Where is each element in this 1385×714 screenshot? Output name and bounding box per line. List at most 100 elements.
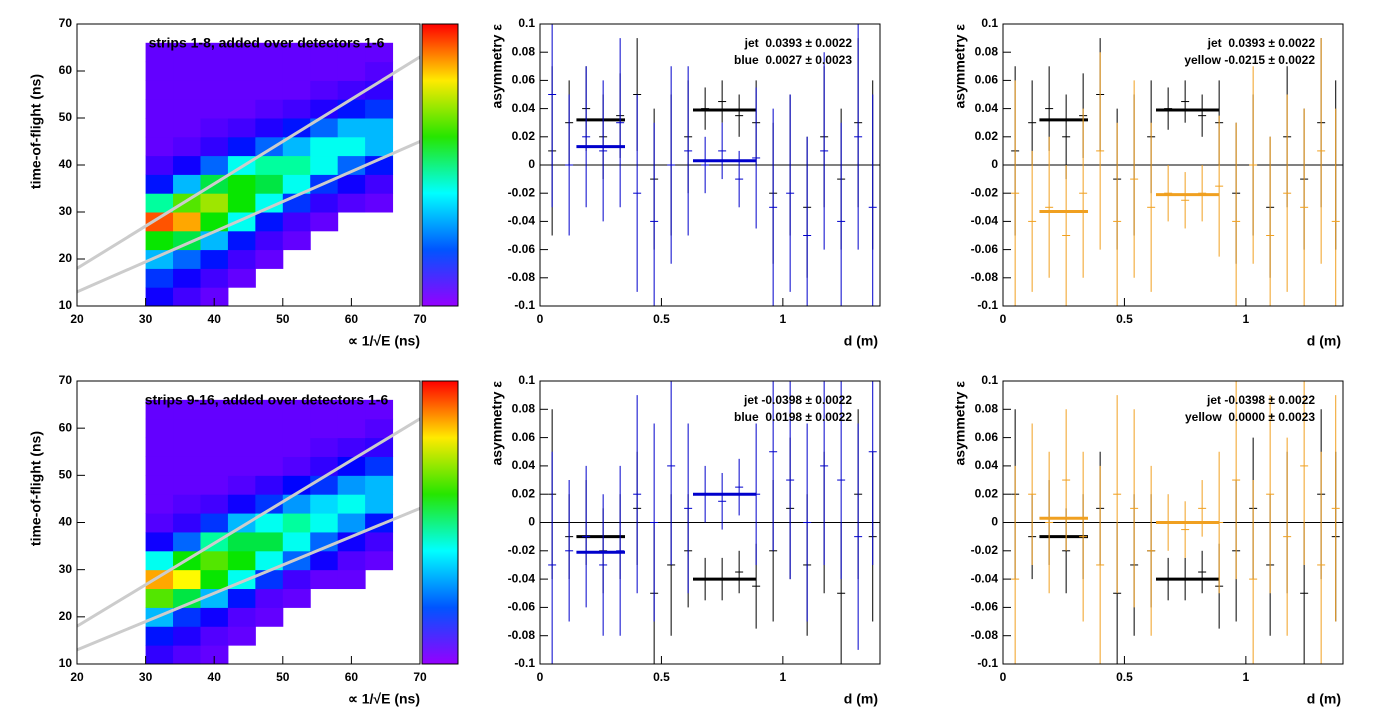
y-tick-label: -0.06: [508, 242, 536, 256]
heatmap-cell: [255, 99, 284, 119]
y-tick-label: 20: [59, 609, 73, 623]
cut-line: [77, 55, 420, 270]
heatmap-cell: [255, 212, 284, 232]
fit-annotation: yellow -0.0215 ± 0.0022: [1184, 53, 1315, 67]
heatmap-cell: [200, 418, 229, 439]
heatmap-cell: [365, 155, 394, 175]
panel-title: strips 9-16, added over detectors 1-6: [145, 392, 389, 408]
y-tick-label: 0: [528, 515, 535, 529]
y-tick-label: -0.06: [971, 600, 999, 614]
heatmap-cell: [227, 174, 256, 194]
y-tick-label: 40: [59, 515, 73, 529]
heatmap-cell: [227, 80, 256, 100]
heatmap-cell: [145, 550, 174, 571]
y-tick-label: 0.02: [512, 129, 536, 143]
heatmap-cell: [255, 61, 284, 81]
y-tick-label: 0.1: [981, 16, 998, 30]
colorbar: [421, 23, 459, 307]
y-tick-label: 60: [59, 420, 73, 434]
y-tick-label: 10: [59, 298, 73, 312]
heatmap-cell: [145, 99, 174, 119]
heatmap-cell: [173, 475, 201, 495]
heatmap-cell: [227, 607, 256, 627]
heatmap-cell: [173, 268, 201, 288]
y-tick-label: -0.02: [508, 185, 536, 199]
heatmap-cell: [255, 136, 284, 157]
cut-line: [77, 417, 420, 628]
heatmap-cell: [200, 287, 229, 306]
heatmap-cell: [337, 494, 366, 514]
y-tick-label: 0.06: [975, 430, 999, 444]
heatmap-cell: [310, 118, 339, 138]
y-tick-label: 70: [59, 16, 73, 30]
y-tick-label: -0.04: [508, 214, 536, 228]
heatmap-cell: [145, 513, 174, 533]
heatmap-cell: [255, 475, 284, 495]
heatmap-cell: [282, 99, 311, 119]
heatmap-cell: [365, 456, 394, 476]
y-tick-label: 70: [59, 373, 73, 387]
y-axis-label: asymmetry ε: [952, 24, 968, 109]
heatmap-cell: [310, 99, 339, 119]
y-tick-label: -0.08: [971, 270, 999, 284]
heatmap-cell: [200, 193, 229, 213]
heatmap-cell: [200, 212, 229, 232]
heatmap-cell: [200, 118, 229, 138]
x-tick-label: 1: [780, 670, 787, 684]
y-tick-label: -0.04: [971, 571, 999, 585]
heatmap-cell: [173, 249, 201, 269]
heatmap-cell: [282, 531, 311, 552]
heatmap-cell: [255, 588, 284, 608]
heatmap-cell: [282, 118, 311, 138]
y-tick-label: -0.08: [508, 628, 536, 642]
heatmap-cell: [337, 418, 366, 439]
y-tick-label: 0.06: [975, 73, 999, 87]
heatmap-cell: [145, 230, 174, 251]
y-tick-label: -0.1: [514, 298, 535, 312]
heatmap-cell: [255, 607, 284, 627]
y-tick-label: -0.1: [514, 656, 535, 670]
heatmap-cell: [282, 61, 311, 81]
heatmap-cell: [173, 626, 201, 646]
y-tick-label: -0.04: [508, 571, 536, 585]
heatmap-cell: [337, 399, 366, 420]
heatmap-cell: [200, 437, 229, 457]
heatmap-cell: [337, 155, 366, 175]
heatmap-cell: [365, 61, 394, 81]
heatmap-cell: [255, 193, 284, 213]
heatmap-cell: [173, 645, 201, 664]
x-axis-label: ∝ 1/√E (ns): [348, 333, 420, 349]
heatmap-cell: [145, 42, 174, 63]
heatmap-cell: [145, 268, 174, 288]
heatmap-cell: [365, 399, 394, 420]
heatmap-cell: [145, 418, 174, 439]
heatmap-cell: [310, 42, 339, 63]
cut-line: [77, 140, 420, 294]
heatmap-cell: [200, 494, 229, 514]
heatmap-cell: [173, 42, 201, 63]
heatmap-cell: [255, 494, 284, 514]
heatmap-cell: [145, 494, 174, 514]
heatmap-cell: [227, 268, 256, 288]
heatmap-cell: [337, 456, 366, 476]
plot-area: [77, 24, 420, 306]
heatmap-cell: [282, 399, 311, 420]
y-tick-label: -0.02: [508, 543, 536, 557]
heatmap-cell: [310, 212, 339, 232]
heatmap-cell: [173, 437, 201, 457]
fit-annotation: jet 0.0393 ± 0.0022: [1207, 36, 1316, 50]
heatmap-cell: [282, 513, 311, 533]
heatmap-cell: [282, 174, 311, 194]
y-tick-label: 0.02: [975, 129, 999, 143]
heatmap-cell: [200, 645, 229, 664]
heatmap-cell: [173, 569, 201, 590]
y-tick-label: -0.08: [508, 270, 536, 284]
heatmap-cell: [227, 475, 256, 495]
heatmap-cell: [200, 588, 229, 608]
heatmap-cell: [145, 287, 174, 306]
heatmap-cell: [310, 155, 339, 175]
heatmap-cell: [173, 61, 201, 81]
heatmap-cell: [255, 437, 284, 457]
heatmap-cell: [337, 80, 366, 100]
y-axis-label: asymmetry ε: [952, 381, 968, 466]
